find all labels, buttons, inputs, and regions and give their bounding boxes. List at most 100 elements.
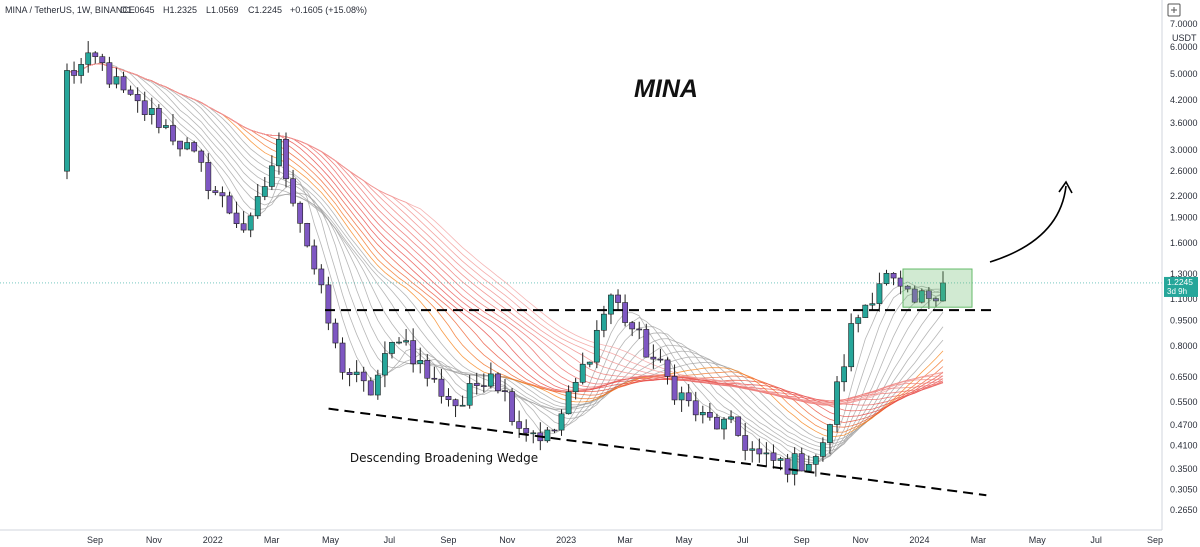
- candle-down: [304, 223, 311, 247]
- candle-down: [509, 391, 515, 422]
- bar-countdown: 3d 9h: [1167, 287, 1187, 296]
- candle-up: [812, 456, 819, 465]
- candle-up: [389, 341, 395, 354]
- candle-down: [198, 150, 205, 163]
- price-tick-label: 1.3000: [1170, 269, 1198, 279]
- price-tick-label: 1.6000: [1170, 238, 1198, 248]
- candle-up: [608, 294, 614, 315]
- candle-down: [71, 70, 77, 76]
- candle-down: [664, 359, 671, 377]
- candle-up: [403, 340, 409, 343]
- candle-down: [219, 192, 226, 197]
- candle-up: [247, 215, 254, 231]
- time-tick-label: Sep: [1147, 535, 1163, 545]
- candle-down: [692, 400, 699, 416]
- settings-icon[interactable]: [1167, 3, 1181, 17]
- symbol-label: MINA / TetherUS, 1W, BINANCE: [5, 5, 135, 15]
- time-tick-label: Jul: [737, 535, 749, 545]
- candle-up: [64, 70, 70, 172]
- candle-up: [565, 391, 572, 415]
- candle-down: [191, 142, 198, 152]
- candle-up: [417, 360, 424, 365]
- price-tick-label: 0.2650: [1170, 505, 1198, 515]
- candle-down: [205, 162, 212, 191]
- candle-down: [925, 290, 932, 299]
- price-axis[interactable]: USDT 7.0000 6.0000 5.0000 4.2000 3.6000 3.000…: [1161, 0, 1200, 530]
- candle-up: [777, 458, 784, 461]
- price-tick-label: 3.6000: [1170, 118, 1198, 128]
- candle-up: [382, 353, 388, 376]
- candle-down: [339, 342, 346, 373]
- candle-down: [141, 100, 148, 115]
- candle-down: [438, 378, 445, 397]
- candle-up: [791, 453, 798, 475]
- price-tick-label: 2.2000: [1170, 191, 1198, 201]
- symbol-legend: MINA / TetherUS, 1W, BINANCE O1.0645 H1.…: [5, 5, 367, 15]
- candle-down: [106, 62, 113, 85]
- candle-up: [544, 429, 551, 442]
- candle-up: [85, 52, 92, 65]
- close-value: C1.2245: [248, 5, 282, 15]
- candle-up: [883, 272, 890, 285]
- candle-down: [904, 285, 911, 290]
- currency-label: USDT: [1172, 33, 1197, 43]
- candle-down: [911, 288, 918, 303]
- ribbon-layer: [66, 61, 944, 465]
- candle-down: [516, 421, 523, 429]
- time-tick-label: Jul: [384, 535, 396, 545]
- time-tick-label: Nov: [853, 535, 870, 545]
- candle-up: [530, 432, 537, 435]
- time-axis[interactable]: Sep Nov 2022 Mar May Jul Sep Nov 2023 Mar May Jul Se…: [0, 529, 1163, 545]
- candle-down: [318, 268, 325, 286]
- candle-down: [325, 284, 332, 324]
- candle-down: [452, 399, 459, 407]
- time-tick-label: 2024: [909, 535, 929, 545]
- candle-up: [855, 317, 862, 324]
- price-tick-label: 4.2000: [1170, 95, 1198, 105]
- time-tick-label: Sep: [440, 535, 456, 545]
- candle-down: [657, 358, 664, 361]
- candle-down: [473, 383, 480, 386]
- candle-down: [445, 395, 452, 401]
- candle-up: [728, 416, 734, 420]
- price-tick-label: 1.9000: [1170, 213, 1198, 223]
- candle-up: [163, 125, 169, 128]
- candle-down: [551, 429, 558, 432]
- overlay-layer: [0, 180, 1162, 497]
- time-tick-label: Sep: [794, 535, 810, 545]
- price-tick-label: 0.8000: [1170, 341, 1198, 351]
- time-tick-label: May: [322, 535, 340, 545]
- price-tick-label: 0.4100: [1170, 440, 1198, 450]
- change-value: +0.1605 (+15.08%): [290, 5, 367, 15]
- candle-up: [268, 165, 275, 187]
- candle-up: [721, 418, 727, 430]
- pattern-annotation: Descending Broadening Wedge: [350, 451, 538, 465]
- candle-up: [699, 412, 706, 416]
- price-tick-labels: 7.0000 6.0000 5.0000 4.2000 3.6000 3.0000 2.60…: [1170, 19, 1198, 515]
- price-tick-label: 7.0000: [1170, 19, 1198, 29]
- time-tick-label: May: [675, 535, 693, 545]
- candle-up: [184, 142, 190, 150]
- last-price-tag: 1.2245 3d 9h: [1164, 276, 1198, 297]
- candle-down: [92, 52, 99, 57]
- chart-title: MINA: [634, 75, 698, 103]
- candle-down: [933, 298, 939, 302]
- candle-up: [459, 404, 466, 407]
- candle-down: [502, 390, 508, 392]
- candle-down: [134, 94, 141, 102]
- time-tick-labels: Sep Nov 2022 Mar May Jul Sep Nov 2023 Mar May Jul Se…: [87, 535, 1163, 545]
- ma-ribbon-line: [66, 63, 944, 405]
- candle-down: [643, 329, 650, 358]
- candle-down: [155, 108, 162, 128]
- candle-up: [834, 381, 840, 425]
- candle-down: [897, 277, 904, 287]
- candle-up: [396, 341, 402, 344]
- candle-down: [290, 178, 296, 204]
- candle-down: [798, 453, 805, 472]
- candle-up: [374, 374, 381, 396]
- candle-down: [756, 448, 763, 455]
- time-tick-label: Nov: [499, 535, 516, 545]
- price-tick-label: 1.1000: [1170, 294, 1198, 304]
